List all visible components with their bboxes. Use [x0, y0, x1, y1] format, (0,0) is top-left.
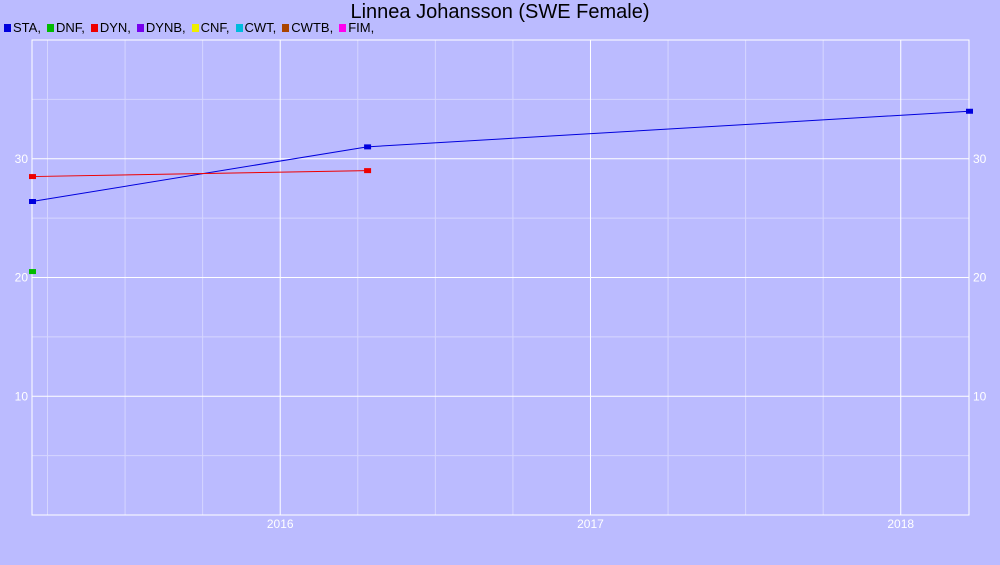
legend-item-cwtb: CWTB, — [282, 20, 333, 35]
legend-item-dyn: DYN, — [90, 20, 131, 35]
legend-label: FIM, — [348, 20, 375, 35]
legend-label: DYNB, — [145, 20, 186, 35]
legend-item-cnf: CNF, — [191, 20, 230, 35]
y-tick-label-right: 20 — [973, 271, 987, 285]
legend-swatch — [4, 23, 11, 32]
legend-item-cwt: CWT, — [235, 20, 277, 35]
legend-swatch — [191, 23, 199, 32]
legend-item-dnf: DNF, — [46, 20, 85, 35]
legend: STA, DNF, DYN, DYNB, CNF, CWT, CWTB, FIM, — [4, 20, 374, 35]
y-tick-label-left: 20 — [15, 271, 29, 285]
legend-label: CWT, — [244, 20, 277, 35]
y-tick-label-right: 30 — [973, 152, 987, 166]
legend-swatch — [90, 23, 98, 32]
data-point-sta — [29, 199, 36, 204]
legend-label: CNF, — [200, 20, 230, 35]
data-point-dnf — [29, 269, 36, 275]
legend-item-dynb: DYNB, — [136, 20, 186, 35]
chart-title: Linnea Johansson (SWE Female) — [350, 1, 650, 23]
legend-item-fim: FIM, — [339, 20, 374, 35]
legend-label: CWTB, — [291, 20, 334, 35]
legend-label: DNF, — [55, 20, 85, 35]
legend-swatch — [235, 23, 243, 32]
plot-frame — [31, 39, 970, 516]
x-tick-label: 2017 — [577, 517, 604, 531]
series-line-sta — [31, 110, 970, 202]
data-point-sta — [966, 108, 973, 114]
y-tick-label-left: 10 — [15, 389, 29, 403]
legend-swatch — [46, 23, 54, 32]
legend-item-sta: STA, — [4, 20, 41, 35]
legend-label: STA, — [13, 20, 41, 35]
legend-swatch — [282, 23, 290, 32]
data-point-dyn — [29, 174, 36, 180]
x-tick-label: 2018 — [887, 517, 914, 531]
series-line-dyn — [31, 170, 368, 178]
y-tick-label-left: 30 — [15, 152, 29, 166]
legend-swatch — [136, 23, 144, 32]
x-tick-label: 2016 — [267, 517, 294, 531]
legend-label: DYN, — [99, 20, 131, 35]
data-point-dyn — [364, 168, 372, 174]
legend-swatch — [339, 23, 347, 32]
y-tick-label-right: 10 — [973, 389, 987, 403]
data-point-sta — [364, 144, 372, 150]
